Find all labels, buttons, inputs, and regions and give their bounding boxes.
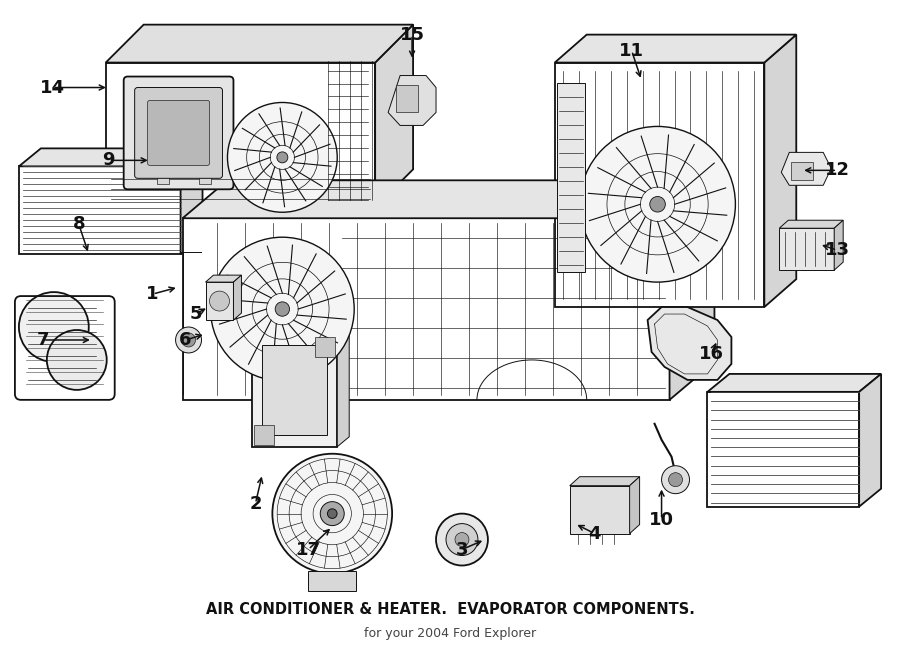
FancyBboxPatch shape — [396, 85, 418, 113]
Circle shape — [662, 465, 689, 494]
Polygon shape — [144, 24, 413, 169]
Text: 3: 3 — [455, 541, 468, 559]
Circle shape — [182, 333, 195, 347]
FancyBboxPatch shape — [123, 77, 233, 189]
Circle shape — [211, 237, 355, 381]
Text: 16: 16 — [699, 345, 724, 363]
Polygon shape — [252, 335, 338, 447]
Polygon shape — [570, 486, 630, 534]
Circle shape — [47, 330, 107, 390]
Polygon shape — [630, 477, 640, 534]
Polygon shape — [375, 24, 413, 207]
Text: 6: 6 — [179, 331, 192, 349]
Polygon shape — [338, 325, 349, 447]
Polygon shape — [105, 24, 413, 63]
Polygon shape — [860, 374, 881, 506]
Polygon shape — [781, 152, 832, 185]
Circle shape — [455, 532, 469, 547]
Polygon shape — [227, 144, 237, 174]
Polygon shape — [648, 307, 732, 380]
FancyBboxPatch shape — [199, 172, 211, 184]
Circle shape — [19, 292, 89, 362]
Text: AIR CONDITIONER & HEATER.  EVAPORATOR COMPONENTS.: AIR CONDITIONER & HEATER. EVAPORATOR COM… — [205, 602, 695, 617]
Circle shape — [275, 302, 290, 316]
FancyBboxPatch shape — [315, 337, 335, 357]
Circle shape — [328, 509, 337, 518]
FancyBboxPatch shape — [135, 87, 222, 178]
Text: for your 2004 Ford Explorer: for your 2004 Ford Explorer — [364, 627, 536, 640]
Polygon shape — [834, 220, 843, 270]
Text: 15: 15 — [400, 26, 425, 44]
Text: 4: 4 — [589, 524, 601, 543]
Polygon shape — [554, 63, 764, 307]
Polygon shape — [181, 148, 202, 254]
Text: 10: 10 — [649, 510, 674, 528]
Circle shape — [580, 126, 735, 282]
Polygon shape — [570, 477, 640, 486]
Text: 13: 13 — [824, 241, 850, 259]
Polygon shape — [388, 75, 436, 125]
Polygon shape — [139, 144, 237, 152]
Polygon shape — [105, 63, 375, 207]
FancyBboxPatch shape — [148, 101, 210, 166]
Polygon shape — [707, 374, 881, 392]
Polygon shape — [670, 180, 715, 400]
Polygon shape — [183, 180, 715, 218]
Text: 14: 14 — [40, 79, 66, 97]
Circle shape — [320, 502, 344, 526]
Text: 1: 1 — [147, 285, 159, 303]
Text: 2: 2 — [249, 495, 262, 512]
Polygon shape — [139, 152, 227, 174]
Circle shape — [176, 327, 202, 353]
Text: 9: 9 — [103, 152, 115, 169]
Polygon shape — [779, 228, 834, 270]
Circle shape — [273, 453, 392, 573]
Circle shape — [446, 524, 478, 555]
Polygon shape — [554, 34, 796, 63]
FancyBboxPatch shape — [255, 425, 274, 445]
Circle shape — [650, 197, 665, 212]
Text: 12: 12 — [824, 162, 850, 179]
Polygon shape — [19, 166, 181, 254]
Circle shape — [228, 103, 338, 213]
Text: 5: 5 — [189, 305, 202, 323]
Polygon shape — [205, 282, 233, 320]
Circle shape — [669, 473, 682, 487]
Circle shape — [277, 152, 288, 163]
Text: 8: 8 — [73, 215, 86, 233]
Text: 17: 17 — [296, 541, 320, 559]
FancyBboxPatch shape — [557, 83, 585, 272]
Polygon shape — [779, 220, 843, 228]
Polygon shape — [19, 148, 203, 166]
Circle shape — [210, 291, 230, 311]
FancyBboxPatch shape — [157, 172, 168, 184]
Polygon shape — [764, 34, 796, 307]
Text: 11: 11 — [619, 42, 644, 60]
Polygon shape — [205, 275, 241, 282]
FancyBboxPatch shape — [791, 162, 814, 180]
Polygon shape — [233, 275, 241, 320]
FancyBboxPatch shape — [309, 571, 356, 591]
Circle shape — [436, 514, 488, 565]
Polygon shape — [183, 218, 670, 400]
Polygon shape — [707, 392, 859, 506]
Text: 7: 7 — [37, 331, 50, 349]
Polygon shape — [263, 345, 328, 435]
